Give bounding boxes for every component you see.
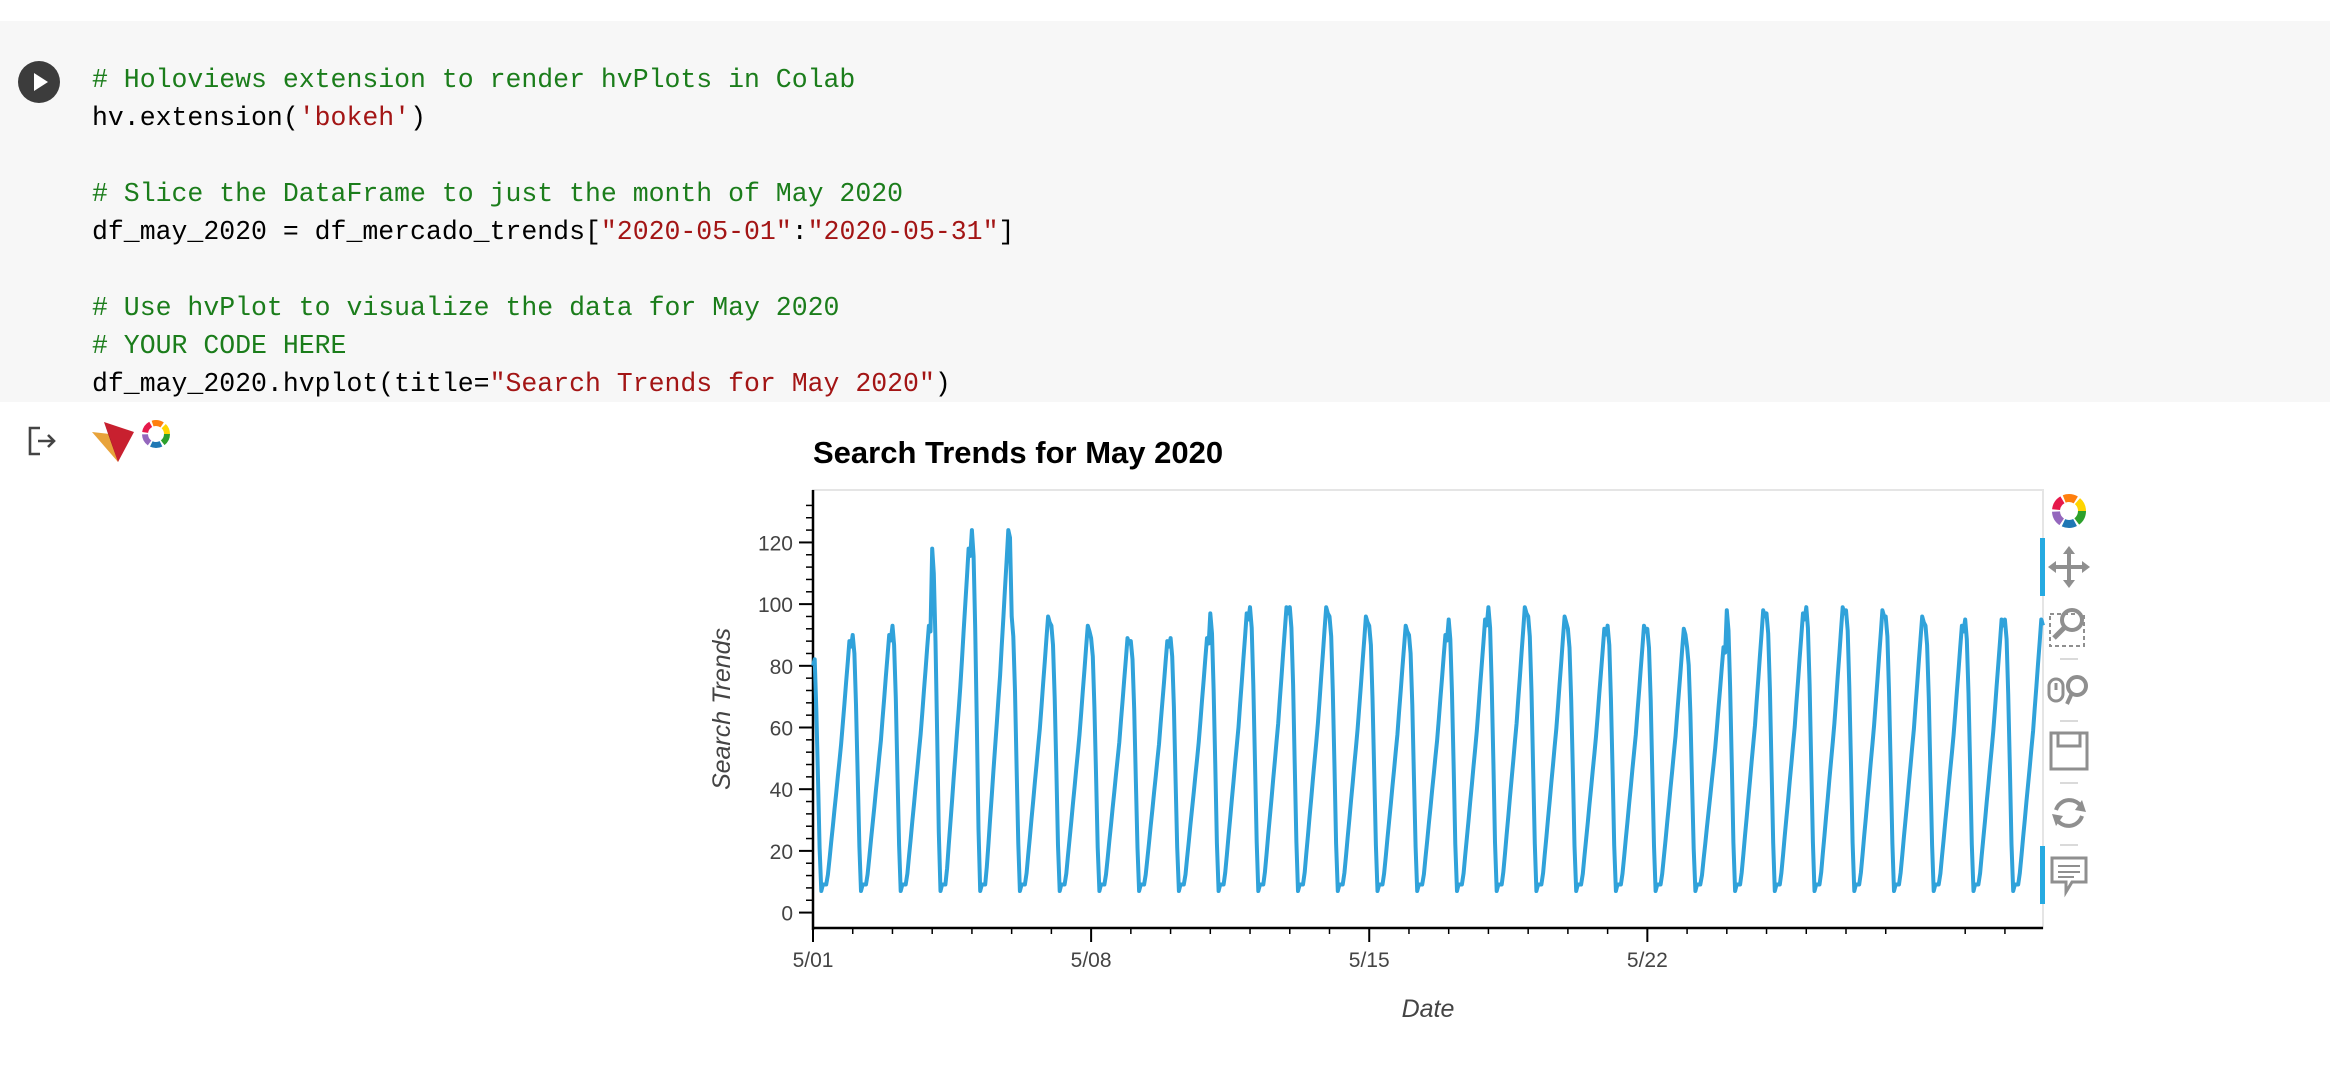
bokeh-logo-icon[interactable] <box>2046 488 2092 534</box>
code-comment: # Use hvPlot to visualize the data for M… <box>92 293 840 323</box>
code-text: ) <box>934 369 951 399</box>
y-tick-label: 100 <box>758 594 793 617</box>
code-line: # Use hvPlot to visualize the data for M… <box>92 289 1014 327</box>
code-text: ] <box>998 217 1015 247</box>
box-zoom-icon[interactable] <box>2046 604 2092 650</box>
pan-icon[interactable] <box>2046 544 2092 590</box>
y-tick-label: 40 <box>770 779 793 802</box>
y-tick-label: 80 <box>770 656 793 679</box>
code-text: df_may_2020.hvplot(title= <box>92 369 490 399</box>
code-text: ) <box>410 103 426 133</box>
code-line: # YOUR CODE HERE <box>92 327 1014 365</box>
code-string: "2020-05-31" <box>807 217 999 247</box>
reset-icon[interactable] <box>2046 790 2092 836</box>
code-editor[interactable]: # Holoviews extension to render hvPlots … <box>92 61 1014 403</box>
series-line <box>811 528 2045 893</box>
x-tick-label: 5/08 <box>1071 949 1112 972</box>
code-line: # Holoviews extension to render hvPlots … <box>92 61 1014 99</box>
hover-active-indicator <box>2040 846 2045 904</box>
output-icon[interactable] <box>26 424 60 463</box>
code-comment: # Holoviews extension to render hvPlots … <box>92 65 856 95</box>
code-line: # Slice the DataFrame to just the month … <box>92 175 1014 213</box>
run-cell-button[interactable] <box>18 61 60 103</box>
code-cell[interactable]: # Holoviews extension to render hvPlots … <box>0 21 2330 402</box>
code-comment: # Slice the DataFrame to just the month … <box>92 179 904 209</box>
x-tick-label: 5/15 <box>1349 949 1390 972</box>
x-tick-label: 5/22 <box>1627 949 1668 972</box>
chart-title: Search Trends for May 2020 <box>813 435 1223 470</box>
x-axis-label: Date <box>1402 995 1455 1023</box>
y-tick-label: 120 <box>758 532 793 555</box>
code-line: hv.extension('bokeh') <box>92 99 1014 137</box>
code-line: df_may_2020 = df_mercado_trends["2020-05… <box>92 213 1014 251</box>
series-group <box>811 528 2045 893</box>
y-tick-label: 0 <box>781 903 793 926</box>
x-axis: 5/01 5/08 5/15 5/22 <box>793 926 2043 972</box>
code-line <box>92 251 1014 289</box>
y-axis-label: Search Trends <box>708 628 736 790</box>
x-tick-label: 5/01 <box>793 949 834 972</box>
code-text: df_may_2020 = df_mercado_trends[ <box>92 217 601 247</box>
wheel-zoom-icon[interactable] <box>2046 666 2092 712</box>
code-string: "Search Trends for May 2020" <box>489 369 935 399</box>
y-tick-label: 20 <box>770 841 793 864</box>
code-text: : <box>791 217 808 247</box>
play-icon <box>34 73 48 91</box>
plot-toolbar <box>2040 488 2110 908</box>
pan-active-indicator <box>2040 538 2045 596</box>
code-line: df_may_2020.hvplot(title="Search Trends … <box>92 365 1014 403</box>
hover-icon[interactable] <box>2046 852 2092 898</box>
save-icon[interactable] <box>2046 728 2092 774</box>
code-line <box>92 137 1014 175</box>
y-axis: 0 20 40 60 80 100 120 <box>758 490 815 930</box>
code-string: "2020-05-01" <box>600 217 792 247</box>
code-comment: # YOUR CODE HERE <box>92 331 347 361</box>
y-tick-label: 60 <box>770 718 793 741</box>
line-chart[interactable]: Search Trends for May 2020 0 20 40 60 80 100 1… <box>690 430 2050 1040</box>
holoviz-logo-icon <box>88 416 174 477</box>
code-text: hv.extension( <box>92 103 299 133</box>
code-string: 'bokeh' <box>298 103 411 133</box>
